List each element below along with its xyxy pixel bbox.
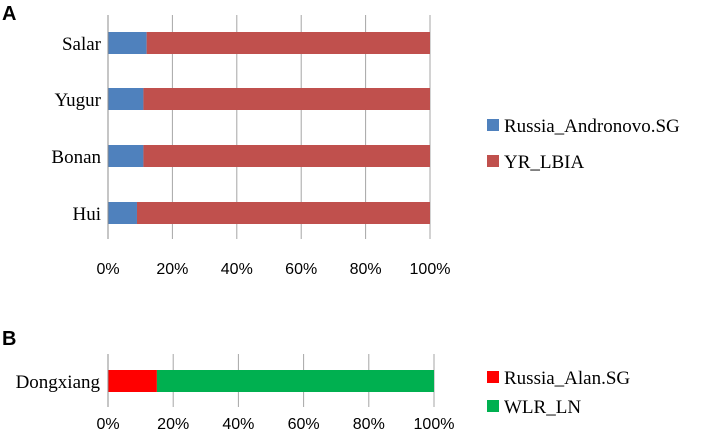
bar-yugur-yr-lbia	[143, 88, 431, 110]
panel-letter-b: B	[2, 328, 16, 350]
category-label-salar: Salar	[62, 34, 102, 55]
tick-label-b-1: 20%	[157, 416, 189, 433]
bar-dongxiang-wlr-ln	[156, 370, 434, 392]
tick-labels-b: 0% 20% 40% 60% 80% 100%	[96, 416, 454, 433]
category-label-yugur: Yugur	[55, 90, 102, 111]
tick-label-b-4: 80%	[353, 416, 385, 433]
tick-label-a-0: 0%	[96, 261, 119, 278]
tick-label-b-5: 100%	[414, 416, 455, 433]
tick-label-a-1: 20%	[156, 261, 188, 278]
tick-label-a-5: 100%	[410, 261, 451, 278]
tick-label-a-4: 80%	[350, 261, 382, 278]
bar-dongxiang-russia-alan-sg	[108, 370, 157, 392]
bar-bonan-yr-lbia	[143, 145, 431, 167]
legend-label-russia-alan-sg: Russia_Alan.SG	[504, 368, 630, 389]
bar-salar-russia-andronovo-sg	[108, 32, 147, 54]
bar-salar-yr-lbia	[146, 32, 430, 54]
category-label-dongxiang: Dongxiang	[16, 372, 101, 393]
legend-swatch-wlr-ln	[487, 400, 499, 412]
bars-b	[108, 370, 434, 392]
legend-label-wlr-ln: WLR_LN	[504, 397, 581, 418]
bar-hui-russia-andronovo-sg	[108, 202, 137, 224]
legend-swatch-russia-alan-sg	[487, 371, 499, 383]
tick-label-a-3: 60%	[285, 261, 317, 278]
legend-a: Russia_Andronovo.SG YR_LBIA	[487, 116, 680, 173]
legend-label-yr-lbia: YR_LBIA	[504, 152, 585, 173]
legend-swatch-yr-lbia	[487, 155, 499, 167]
tick-label-b-2: 40%	[222, 416, 254, 433]
legend-label-russia-andronovo-sg: Russia_Andronovo.SG	[504, 116, 680, 137]
bars-a	[108, 32, 431, 224]
category-labels-a: Salar Yugur Bonan Hui	[51, 34, 101, 225]
tick-label-a-2: 40%	[221, 261, 253, 278]
category-label-bonan: Bonan	[51, 147, 101, 168]
tick-label-b-3: 60%	[288, 416, 320, 433]
bar-yugur-russia-andronovo-sg	[108, 88, 144, 110]
legend-b: Russia_Alan.SG WLR_LN	[487, 368, 630, 418]
bar-bonan-russia-andronovo-sg	[108, 145, 144, 167]
legend-swatch-russia-andronovo-sg	[487, 119, 499, 131]
tick-labels-a: 0% 20% 40% 60% 80% 100%	[96, 261, 450, 278]
category-labels-b: Dongxiang	[16, 372, 101, 393]
panel-b: B Dongxiang 0% 20% 40% 60% 80% 100% Russia_Al…	[2, 328, 630, 433]
bar-hui-yr-lbia	[136, 202, 431, 224]
panel-letter-a: A	[2, 3, 16, 25]
tick-label-b-0: 0%	[96, 416, 119, 433]
category-label-hui: Hui	[73, 204, 102, 225]
